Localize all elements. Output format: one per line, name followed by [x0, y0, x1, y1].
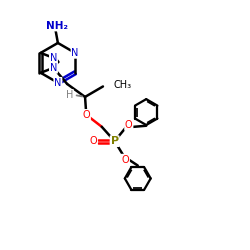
Text: O: O: [125, 120, 132, 130]
Text: CH₃: CH₃: [114, 80, 132, 90]
Text: N: N: [50, 63, 57, 73]
Text: O: O: [122, 154, 129, 164]
Text: P: P: [110, 136, 119, 146]
Text: N: N: [54, 78, 62, 88]
Text: NH₂: NH₂: [46, 20, 68, 30]
Text: H: H: [66, 90, 73, 100]
Text: N: N: [50, 53, 57, 63]
Text: O: O: [90, 136, 97, 146]
Text: O: O: [82, 110, 90, 120]
Text: N: N: [72, 48, 79, 58]
